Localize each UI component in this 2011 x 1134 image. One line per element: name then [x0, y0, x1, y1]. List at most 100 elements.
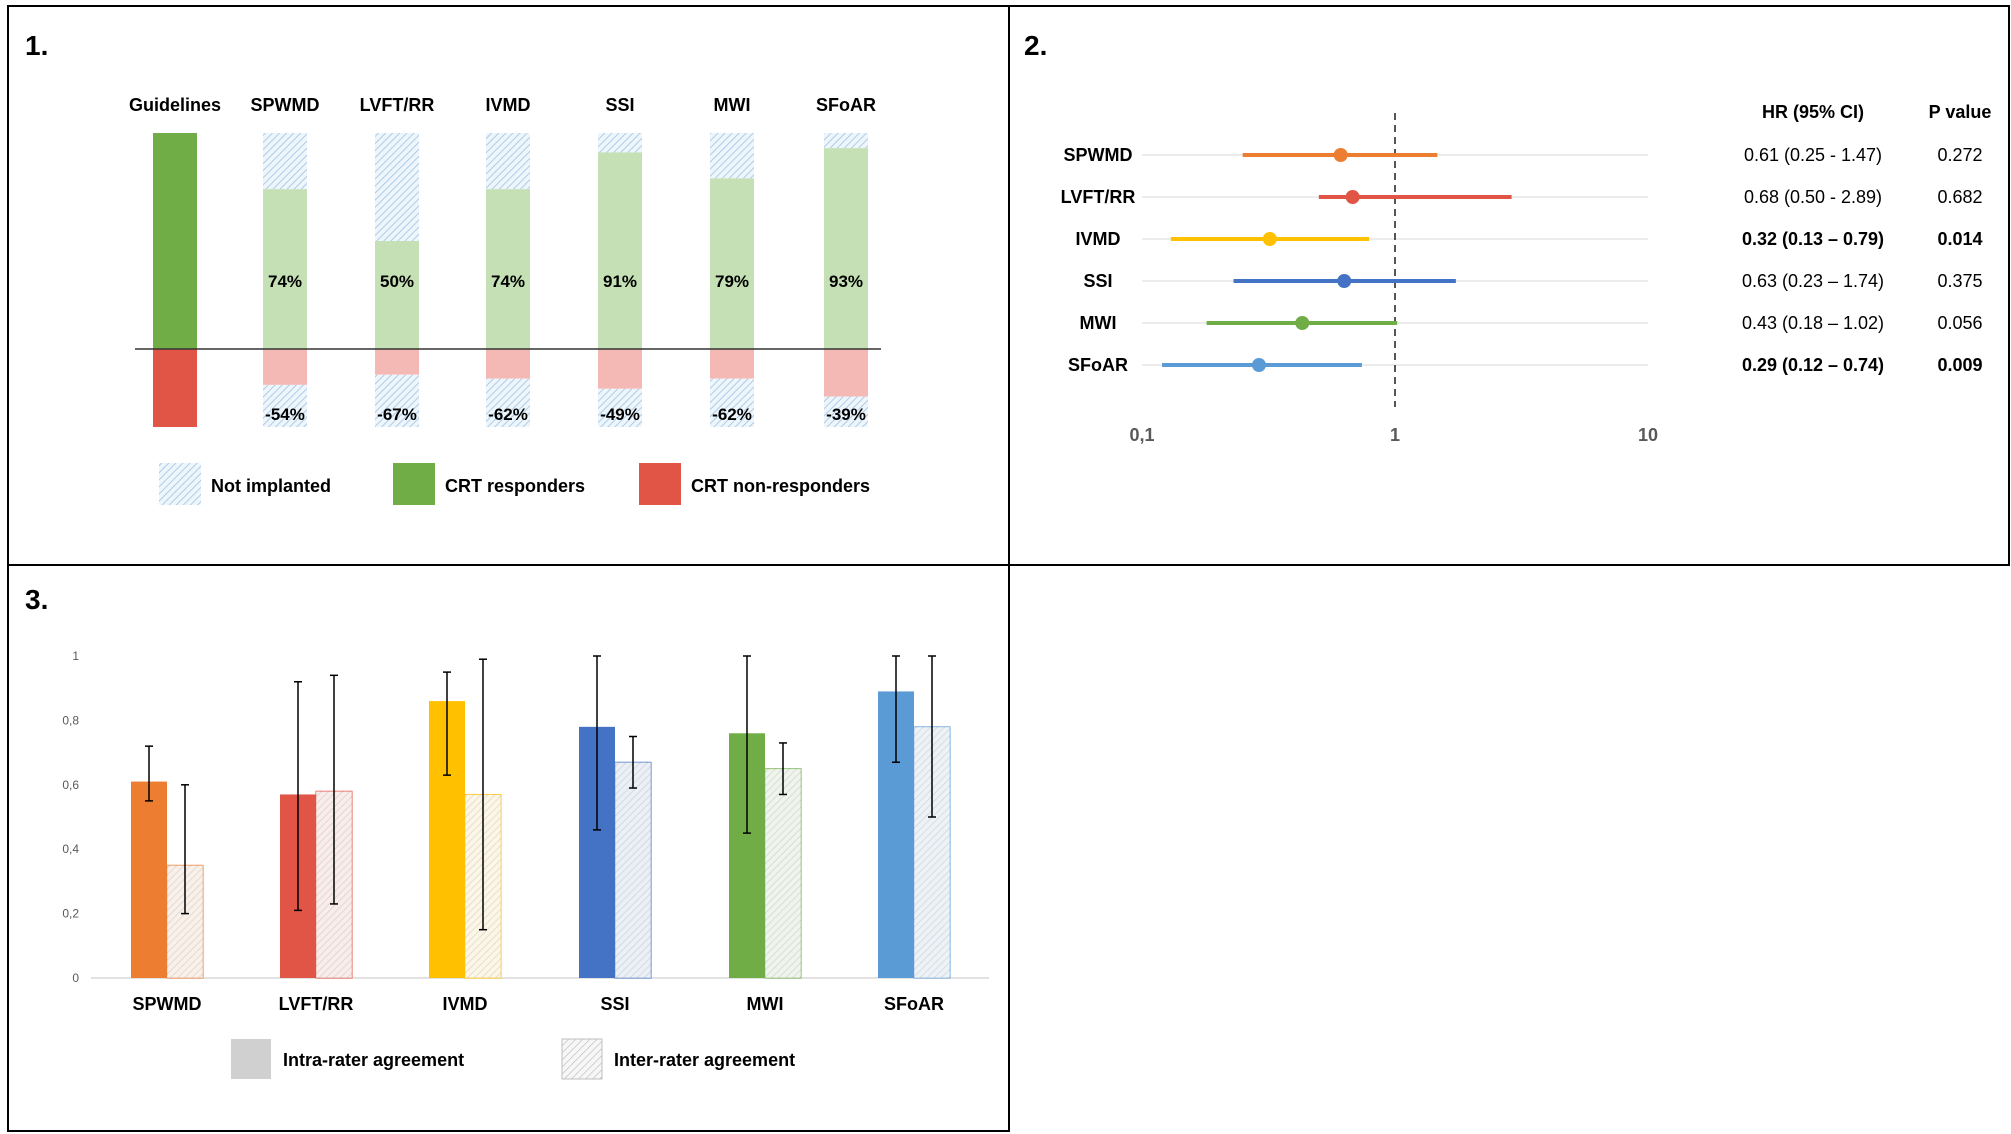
- hr-point-ivmd: [1262, 232, 1277, 246]
- value-label-pos-ssi: 91%: [603, 272, 637, 291]
- legend-label-intra-rater-agreement: Intra-rater agreement: [283, 1050, 464, 1070]
- nonresponders-bar-ivmd: [486, 349, 530, 379]
- inter-bar-hatch-ssi: [615, 762, 651, 978]
- category-label-lvft-rr: LVFT/RR: [279, 994, 354, 1014]
- panel-2-label: 2.: [1024, 30, 1047, 61]
- y-tick-3: 0,6: [62, 778, 79, 792]
- category-label-sfoar: SFoAR: [884, 994, 944, 1014]
- not-implanted-bar-top-spwmd: [263, 133, 307, 190]
- nonresponders-bar-sfoar: [824, 349, 868, 397]
- not-implanted-bar-bottom-ssi: [598, 388, 642, 427]
- hr-ci-text-ivmd: 0.32 (0.13 – 0.79): [1742, 229, 1884, 249]
- nonresponders-bar-spwmd: [263, 349, 307, 385]
- y-tick-5: 1: [72, 649, 79, 663]
- column-header-lvft-rr: LVFT/RR: [360, 95, 435, 115]
- p-value-text-ivmd: 0.014: [1937, 229, 1982, 249]
- column-header-ssi: SSI: [605, 95, 634, 115]
- hr-point-spwmd: [1333, 148, 1348, 162]
- y-tick-2: 0,4: [62, 842, 79, 856]
- column-header-ivmd: IVMD: [486, 95, 531, 115]
- y-tick-1: 0,2: [62, 907, 79, 921]
- legend-swatch-crt-responders: [393, 463, 435, 505]
- row-label-lvft-rr: LVFT/RR: [1061, 187, 1136, 207]
- nonresponders-bar-ssi: [598, 349, 642, 389]
- p-value-text-ssi: 0.375: [1937, 271, 1982, 291]
- row-label-spwmd: SPWMD: [1064, 145, 1133, 165]
- value-label-pos-mwi: 79%: [715, 272, 749, 291]
- panel-3: 3. 0 0,2 0,4 0,6 0,8 1 SPWMD LVFT/RR IVMD SSI MWI S…: [7, 564, 1010, 1132]
- category-label-ssi: SSI: [600, 994, 629, 1014]
- x-tick-1: 1: [1390, 425, 1400, 445]
- legend-label-crt-non-responders: CRT non-responders: [691, 476, 870, 496]
- panel-1-chart: 1. Guidelines SPWMD LVFT/RR IVMD SSI MWI SFoAR…: [25, 30, 881, 505]
- not-implanted-bar-top-sfoar: [824, 133, 868, 149]
- hr-ci-text-spwmd: 0.61 (0.25 - 1.47): [1744, 145, 1882, 165]
- column-header-mwi: MWI: [714, 95, 751, 115]
- row-label-ivmd: IVMD: [1076, 229, 1121, 249]
- panel-2: 2. HR (95% CI) P value 0,1 1 10 SPWMD 0.61 (…: [1008, 5, 2010, 566]
- panel-3-chart: 3. 0 0,2 0,4 0,6 0,8 1 SPWMD LVFT/RR IVMD SSI MWI S…: [25, 584, 989, 1080]
- intra-bar-spwmd: [131, 781, 167, 978]
- responders-bar-mwi: [710, 178, 754, 349]
- guidelines-nonresponders-bar: [153, 349, 197, 427]
- y-tick-0: 0: [72, 971, 79, 985]
- p-value-column-header: P value: [1929, 102, 1992, 122]
- hr-ci-text-mwi: 0.43 (0.18 – 1.02): [1742, 313, 1884, 333]
- column-header-guidelines: Guidelines: [129, 95, 221, 115]
- legend-swatch-crt-non-responders: [639, 463, 681, 505]
- hr-ci-text-lvft-rr: 0.68 (0.50 - 2.89): [1744, 187, 1882, 207]
- hr-point-sfoar: [1251, 358, 1266, 372]
- legend-swatch-not-implanted: [159, 463, 201, 505]
- value-label-neg-spwmd: -54%: [265, 405, 305, 424]
- x-tick-0: 0,1: [1129, 425, 1154, 445]
- value-label-pos-ivmd: 74%: [491, 272, 525, 291]
- legend-label-inter-rater-agreement: Inter-rater agreement: [614, 1050, 795, 1070]
- value-label-neg-lvft-rr: -67%: [377, 405, 417, 424]
- hr-column-header: HR (95% CI): [1762, 102, 1864, 122]
- hr-point-ssi: [1337, 274, 1352, 288]
- responders-bar-sfoar: [824, 148, 868, 349]
- category-label-mwi: MWI: [747, 994, 784, 1014]
- panel-1: 1. Guidelines SPWMD LVFT/RR IVMD SSI MWI SFoAR…: [7, 5, 1010, 566]
- nonresponders-bar-mwi: [710, 349, 754, 379]
- value-label-neg-mwi: -62%: [712, 405, 752, 424]
- category-label-spwmd: SPWMD: [133, 994, 202, 1014]
- y-tick-4: 0,8: [62, 713, 79, 727]
- value-label-neg-ssi: -49%: [600, 405, 640, 424]
- responders-bar-spwmd: [263, 189, 307, 349]
- not-implanted-bar-top-ivmd: [486, 133, 530, 190]
- column-header-spwmd: SPWMD: [251, 95, 320, 115]
- hr-ci-text-sfoar: 0.29 (0.12 – 0.74): [1742, 355, 1884, 375]
- panel-2-chart: 2. HR (95% CI) P value 0,1 1 10 SPWMD 0.61 (…: [1024, 30, 1992, 445]
- nonresponders-bar-lvft-rr: [375, 349, 419, 375]
- not-implanted-bar-top-mwi: [710, 133, 754, 179]
- value-label-neg-sfoar: -39%: [826, 405, 866, 424]
- category-label-ivmd: IVMD: [443, 994, 488, 1014]
- hr-point-lvft-rr: [1345, 190, 1360, 204]
- value-label-pos-sfoar: 93%: [829, 272, 863, 291]
- not-implanted-bar-bottom-lvft-rr: [375, 374, 419, 427]
- responders-bar-ivmd: [486, 189, 530, 349]
- value-label-pos-lvft-rr: 50%: [380, 272, 414, 291]
- row-label-ssi: SSI: [1083, 271, 1112, 291]
- not-implanted-bar-bottom-ivmd: [486, 378, 530, 427]
- responders-bar-ssi: [598, 152, 642, 349]
- hr-ci-text-ssi: 0.63 (0.23 – 1.74): [1742, 271, 1884, 291]
- x-tick-2: 10: [1638, 425, 1658, 445]
- not-implanted-bar-bottom-sfoar: [824, 396, 868, 427]
- panel-3-label: 3.: [25, 584, 48, 615]
- p-value-text-mwi: 0.056: [1937, 313, 1982, 333]
- legend-swatch-intra-rater-agreement: [231, 1039, 271, 1079]
- value-label-neg-ivmd: -62%: [488, 405, 528, 424]
- not-implanted-bar-bottom-mwi: [710, 378, 754, 427]
- legend-label-crt-responders: CRT responders: [445, 476, 585, 496]
- p-value-text-sfoar: 0.009: [1937, 355, 1982, 375]
- hr-point-mwi: [1295, 316, 1310, 330]
- p-value-text-lvft-rr: 0.682: [1937, 187, 1982, 207]
- row-label-mwi: MWI: [1080, 313, 1117, 333]
- responders-bar-lvft-rr: [375, 241, 419, 349]
- legend-swatch-inter-rater-agreement: [561, 1038, 603, 1080]
- guidelines-responders-bar: [153, 133, 197, 349]
- not-implanted-bar-top-lvft-rr: [375, 133, 419, 241]
- row-label-sfoar: SFoAR: [1068, 355, 1128, 375]
